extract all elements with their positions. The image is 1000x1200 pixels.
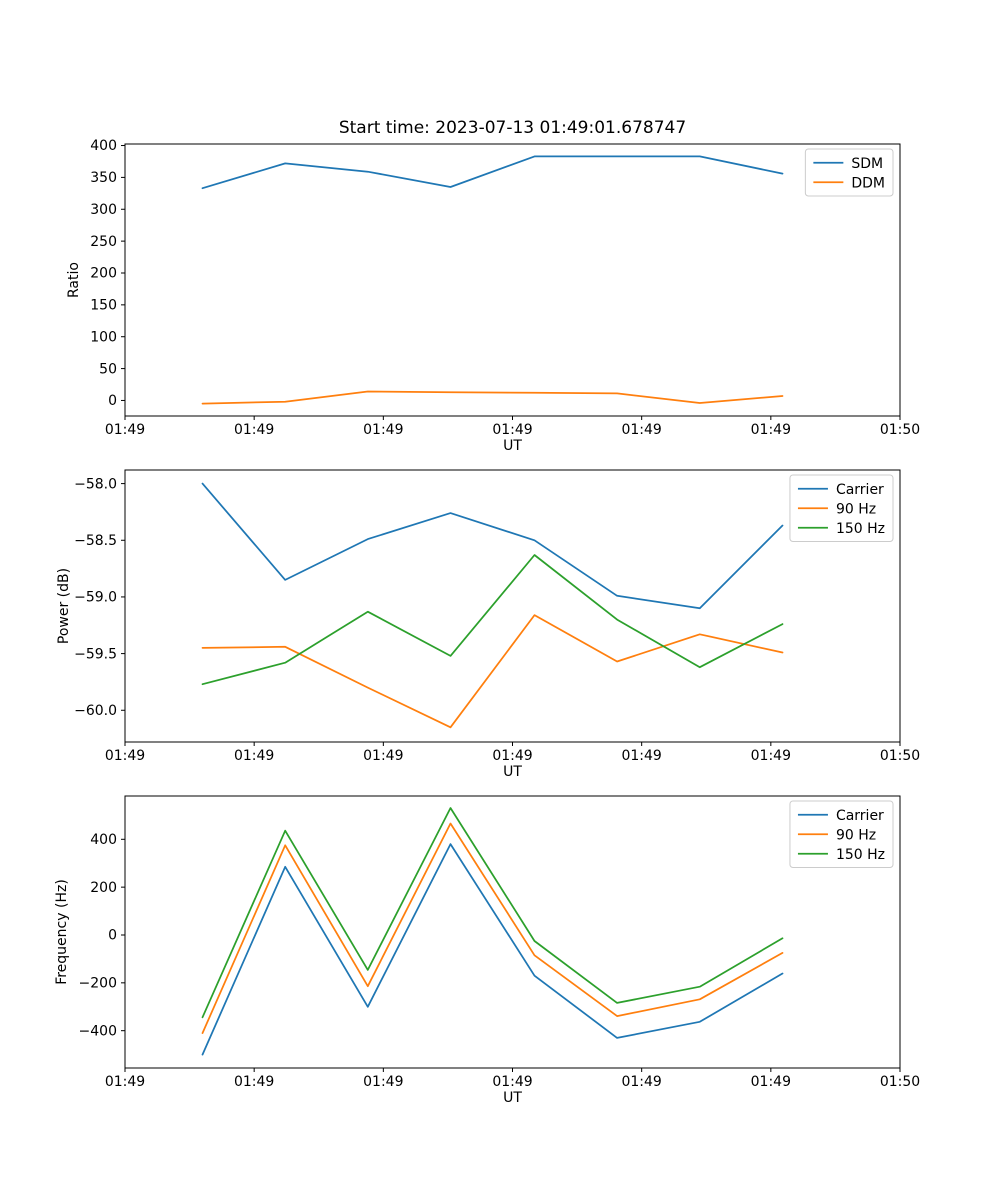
- x-tick-label: 01:49: [105, 422, 145, 438]
- legend-label: Carrier: [836, 808, 884, 824]
- series-line-carrier: [201, 843, 784, 1056]
- series-line-150-hz: [201, 807, 784, 1019]
- x-tick-label: 01:49: [751, 748, 791, 764]
- x-tick-label: 01:49: [492, 748, 532, 764]
- legend-label: 150 Hz: [836, 521, 885, 537]
- series-line-150-hz: [201, 554, 784, 686]
- legend-label: 90 Hz: [836, 501, 876, 517]
- series-line-sdm: [201, 155, 784, 190]
- y-tick-label: −58.5: [74, 533, 117, 549]
- y-axis-label: Frequency (Hz): [54, 879, 70, 985]
- series-line-90-hz: [201, 614, 784, 729]
- x-axis-label: UT: [503, 438, 522, 454]
- legend-label: DDM: [851, 175, 885, 191]
- legend-box: [789, 474, 894, 542]
- y-tick-label: −60.0: [74, 703, 117, 719]
- legend: Carrier 90 Hz 150 Hz: [789, 474, 894, 542]
- x-tick-label: 01:50: [880, 748, 920, 764]
- legend: Carrier 90 Hz 150 Hz: [789, 800, 894, 868]
- x-tick-label: 01:49: [105, 748, 145, 764]
- subplot-1: −58.0 −58.5 −59.0 −59.5 −60.0 01:49 01:49 01:49…: [56, 469, 920, 780]
- y-tick-label: 150: [90, 298, 117, 314]
- y-tick-label: 200: [90, 266, 117, 282]
- series-line-90-hz: [201, 822, 784, 1034]
- x-tick-label: 01:49: [621, 1074, 661, 1090]
- legend-label: 150 Hz: [836, 847, 885, 863]
- y-tick-label: 200: [90, 880, 117, 896]
- y-tick-label: 0: [108, 393, 117, 409]
- y-tick-label: 50: [99, 361, 117, 377]
- legend-box: [789, 800, 894, 868]
- x-tick-label: 01:49: [105, 1074, 145, 1090]
- y-tick-label: 100: [90, 329, 117, 345]
- legend-box: [804, 148, 894, 197]
- y-tick-label: 250: [90, 234, 117, 250]
- legend-label: 90 Hz: [836, 827, 876, 843]
- y-tick-label: 0: [108, 928, 117, 944]
- y-tick-label: −400: [79, 1023, 117, 1039]
- axes-frame: [124, 469, 901, 743]
- x-tick-label: 01:49: [492, 1074, 532, 1090]
- x-tick-label: 01:49: [621, 748, 661, 764]
- axes-frame: [124, 143, 901, 417]
- y-tick-label: 300: [90, 202, 117, 218]
- x-tick-label: 01:49: [363, 748, 403, 764]
- x-tick-label: 01:49: [234, 1074, 274, 1090]
- y-tick-label: −58.0: [74, 476, 117, 492]
- y-tick-label: 350: [90, 170, 117, 186]
- x-tick-label: 01:50: [880, 1074, 920, 1090]
- legend-label: Carrier: [836, 482, 884, 498]
- x-tick-label: 01:49: [363, 1074, 403, 1090]
- x-tick-label: 01:49: [234, 422, 274, 438]
- x-axis-label: UT: [503, 764, 522, 780]
- x-axis-label: UT: [503, 1090, 522, 1106]
- x-tick-label: 01:50: [880, 422, 920, 438]
- y-tick-label: 400: [90, 138, 117, 154]
- y-tick-label: 400: [90, 832, 117, 848]
- x-tick-label: 01:49: [492, 422, 532, 438]
- y-tick-label: −59.0: [74, 590, 117, 606]
- series-line-ddm: [201, 390, 784, 405]
- x-tick-label: 01:49: [621, 422, 661, 438]
- legend-label: SDM: [851, 156, 883, 172]
- series-line-carrier: [201, 482, 784, 610]
- x-tick-label: 01:49: [751, 1074, 791, 1090]
- y-tick-label: −200: [79, 976, 117, 992]
- axes-frame: [124, 795, 901, 1069]
- x-tick-label: 01:49: [363, 422, 403, 438]
- y-axis-label: Ratio: [66, 262, 82, 298]
- subplot-0: 0 50 100 150 200 250 300 350 400 01:49 01:49 01:49 0…: [66, 138, 920, 454]
- y-axis-label: Power (dB): [56, 568, 72, 644]
- figure-title: Start time: 2023-07-13 01:49:01.678747: [338, 118, 687, 138]
- x-tick-label: 01:49: [234, 748, 274, 764]
- legend: SDM DDM: [804, 148, 894, 197]
- y-tick-label: −59.5: [74, 646, 117, 662]
- subplot-2: 400 200 0 −200 −400 01:49 01:49 01:49 01:49 01:49…: [54, 795, 920, 1106]
- x-tick-label: 01:49: [751, 422, 791, 438]
